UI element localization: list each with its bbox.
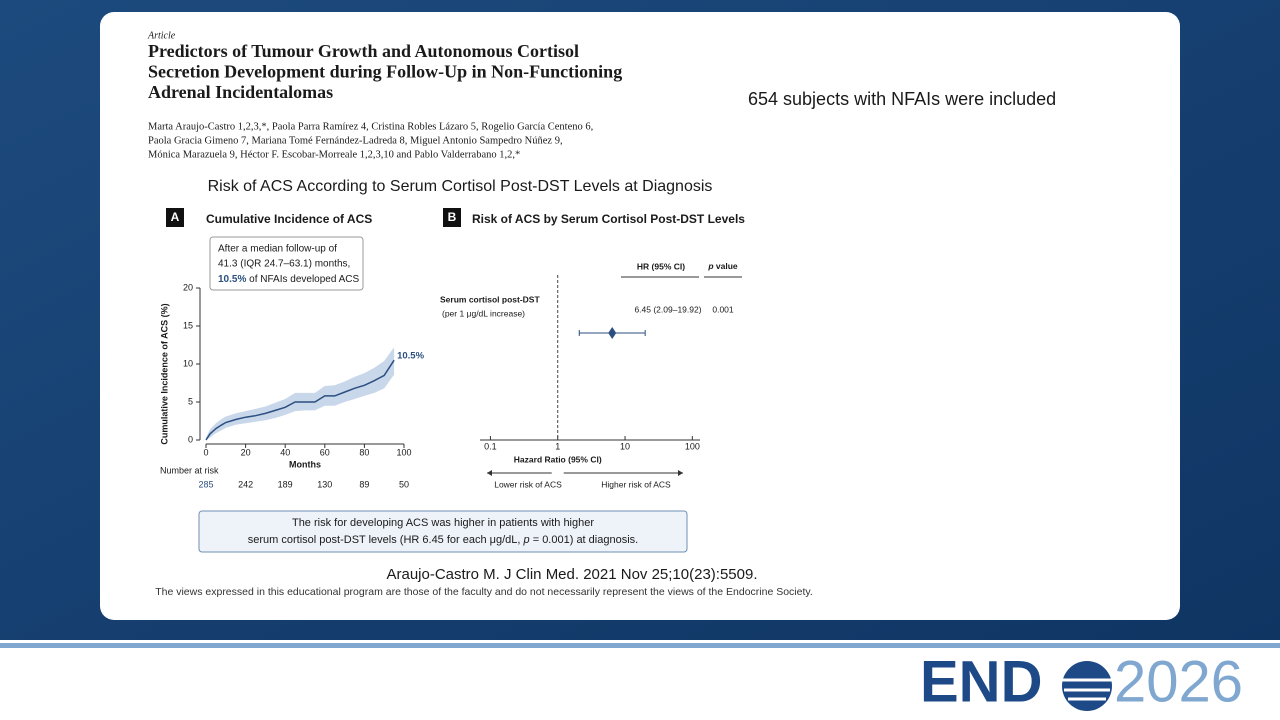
panel-letter: A — [171, 210, 180, 224]
author-line: Paola Gracia Gimeno 7, Mariana Tomé Fern… — [148, 135, 563, 146]
x-axis-label: Hazard Ratio (95% CI) — [514, 454, 602, 464]
confidence-band — [206, 347, 395, 440]
conclusion: = 0.001) at diagnosis. — [530, 534, 639, 546]
column-header: p value — [707, 261, 738, 271]
conclusion: serum cortisol post-DST levels (HR 6.45 … — [248, 534, 638, 546]
panel-letter: B — [448, 210, 457, 224]
row-label: Serum cortisol post-DST — [440, 294, 540, 304]
annotation: 10.5% of NFAIs developed ACS — [218, 274, 360, 285]
content-card — [100, 12, 1180, 620]
column-header: value — [714, 261, 738, 271]
x-tick-label: 100 — [396, 447, 411, 457]
x-tick-label: 10 — [620, 441, 630, 451]
y-tick-label: 5 — [188, 396, 193, 406]
panel-title: Risk of ACS by Serum Cortisol Post-DST L… — [472, 212, 745, 226]
author-line: Mónica Marazuela 9, Héctor F. Escobar-Mo… — [148, 149, 520, 160]
direction-label: Higher risk of ACS — [601, 479, 671, 489]
at-risk-count: 50 — [399, 479, 409, 489]
direction-label: Lower risk of ACS — [494, 479, 562, 489]
author-line: Marta Araujo-Castro 1,2,3,*, Paola Parra… — [148, 121, 593, 132]
conclusion: The risk for developing ACS was higher i… — [292, 517, 594, 529]
x-axis-label: Months — [289, 459, 321, 469]
panel-title: Cumulative Incidence of ACS — [206, 212, 372, 226]
side-note: 654 subjects with NFAIs were included — [748, 89, 1056, 109]
hr-label: 6.45 (2.09–19.92) — [634, 304, 701, 314]
logo-globe-lines — [1062, 678, 1112, 701]
y-tick-label: 10 — [183, 358, 193, 368]
conclusion: serum cortisol post-DST levels (HR 6.45 … — [248, 534, 524, 546]
at-risk-count: 89 — [359, 479, 369, 489]
logo-word: END — [920, 649, 1042, 714]
x-tick-label: 0.1 — [484, 441, 497, 451]
conclusion: p — [523, 534, 530, 546]
column-header: HR (95% CI) — [637, 261, 685, 271]
annotation: 41.3 (IQR 24.7–63.1) months, — [218, 259, 350, 270]
x-tick-label: 1 — [555, 441, 560, 451]
y-tick-label: 0 — [188, 434, 193, 444]
annotation: of NFAIs developed ACS — [246, 274, 359, 285]
y-axis-label: Cumulative Incidence of ACS (%) — [159, 303, 169, 444]
at-risk-label: Number at risk — [160, 465, 219, 475]
at-risk-count: 130 — [317, 479, 332, 489]
p-value: 0.001 — [712, 304, 734, 314]
annotation-box — [209, 236, 364, 291]
at-risk-count: 242 — [238, 479, 253, 489]
conclusion-box — [198, 510, 688, 553]
at-risk-count: 285 — [198, 479, 213, 489]
hr-diamond — [608, 327, 617, 339]
panel-badge — [443, 208, 461, 227]
column-header: p — [707, 261, 713, 271]
row-sublabel: (per 1 μg/dL increase) — [442, 308, 525, 318]
article-title: Predictors of Tumour Growth and Autonomo… — [148, 41, 579, 61]
logo-globe — [1062, 661, 1112, 711]
article-kind: Article — [147, 30, 176, 41]
x-tick-label: 0 — [203, 447, 208, 457]
article-title: Secretion Development during Follow-Up i… — [148, 62, 622, 82]
y-tick-label: 20 — [183, 282, 193, 292]
arrowhead — [678, 470, 683, 476]
annotation: After a median follow-up of — [218, 244, 337, 255]
incidence-line — [205, 359, 395, 441]
x-tick-label: 20 — [241, 447, 251, 457]
arrowhead — [487, 470, 492, 476]
article-title: Adrenal Incidentalomas — [148, 82, 333, 102]
footer-stripe — [0, 643, 1280, 648]
logo-year: 2026 — [1114, 649, 1243, 714]
at-risk-count: 189 — [278, 479, 293, 489]
disclaimer: The views expressed in this educational … — [155, 586, 813, 598]
x-tick-label: 100 — [685, 441, 700, 451]
data-label: 10.5% — [397, 351, 424, 362]
x-tick-label: 60 — [320, 447, 330, 457]
x-tick-label: 40 — [280, 447, 290, 457]
annotation-highlight: 10.5% — [218, 274, 246, 285]
citation: Araujo-Castro M. J Clin Med. 2021 Nov 25… — [386, 566, 757, 583]
figure-title: Risk of ACS According to Serum Cortisol … — [208, 178, 713, 195]
x-tick-label: 80 — [359, 447, 369, 457]
panel-badge — [166, 208, 184, 227]
y-tick-label: 15 — [183, 320, 193, 330]
